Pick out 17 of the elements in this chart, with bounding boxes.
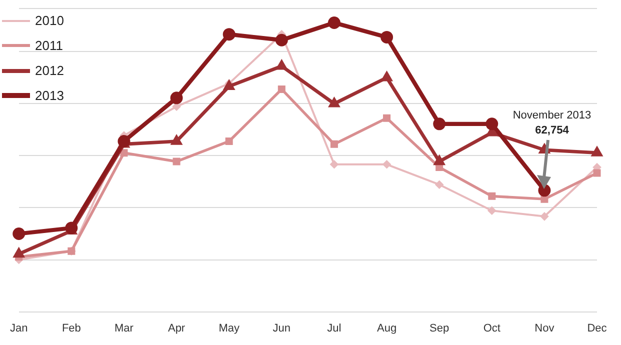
x-tick-label: Oct: [483, 322, 500, 334]
x-tick-label: May: [218, 322, 240, 334]
x-tick-label: Jun: [272, 322, 291, 334]
x-tick-label: Nov: [534, 322, 555, 334]
x-tick-label: Feb: [62, 322, 81, 334]
x-tick-label: Sep: [430, 322, 450, 334]
annotation: November 2013 62,754: [512, 109, 592, 136]
legend-label: 2010: [35, 13, 64, 28]
x-tick-label: Jul: [327, 322, 342, 334]
x-tick-label: Mar: [114, 322, 134, 334]
x-tick-label: Dec: [587, 322, 608, 334]
legend-label: 2012: [35, 63, 64, 78]
x-tick-label: Jan: [10, 322, 28, 334]
x-tick-label: Aug: [376, 322, 397, 334]
legend-label: 2013: [35, 88, 64, 103]
x-tick-label: Apr: [168, 322, 186, 334]
legend-label: 2011: [35, 38, 63, 53]
